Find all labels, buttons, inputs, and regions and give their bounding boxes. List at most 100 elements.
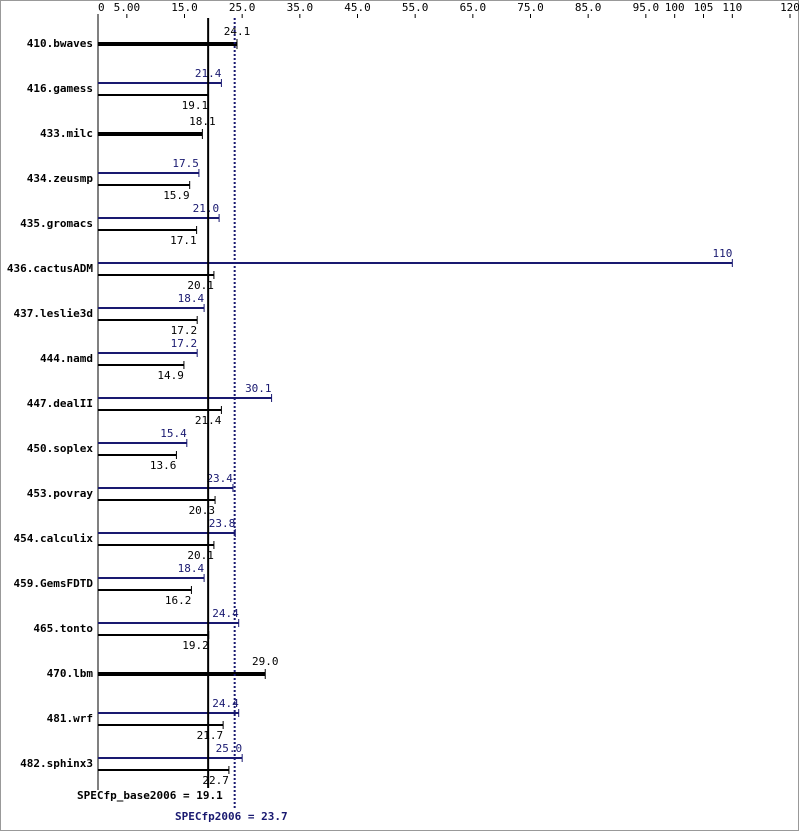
bar bbox=[98, 577, 205, 579]
value-label: 19.1 bbox=[182, 99, 209, 112]
bar bbox=[98, 757, 243, 759]
value-label: 25.0 bbox=[216, 742, 243, 755]
bar bbox=[98, 532, 236, 534]
base-summary-label: SPECfp_base2006 = bbox=[77, 789, 190, 802]
benchmark-name: 436.cactusADM bbox=[7, 262, 93, 275]
value-label: 18.4 bbox=[178, 292, 205, 305]
value-label: 13.6 bbox=[150, 459, 177, 472]
value-label: 24.4 bbox=[212, 697, 239, 710]
value-label: 30.1 bbox=[245, 382, 272, 395]
benchmark-name: 459.GemsFDTD bbox=[14, 577, 94, 590]
value-label: 16.2 bbox=[165, 594, 192, 607]
value-label: 21.7 bbox=[197, 729, 224, 742]
bar bbox=[98, 499, 216, 501]
bar bbox=[98, 217, 220, 219]
bar bbox=[98, 229, 197, 231]
bar bbox=[98, 274, 214, 276]
bar bbox=[98, 352, 198, 354]
base-summary: SPECfp_base2006 = 19.1 bbox=[77, 789, 223, 802]
bar bbox=[98, 262, 733, 264]
bar bbox=[98, 364, 184, 366]
benchmark-name: 470.lbm bbox=[47, 667, 94, 680]
base-summary-value: 19.1 bbox=[196, 789, 223, 802]
value-label: 18.1 bbox=[189, 115, 216, 128]
bar bbox=[98, 454, 177, 456]
bar bbox=[98, 589, 192, 591]
value-label: 15.4 bbox=[160, 427, 187, 440]
benchmark-name: 433.milc bbox=[40, 127, 93, 140]
x-tick-label: 45.0 bbox=[344, 1, 371, 14]
x-tick-label: 35.0 bbox=[287, 1, 314, 14]
value-label: 21.0 bbox=[193, 202, 220, 215]
value-label: 20.3 bbox=[189, 504, 216, 517]
x-tick-label: 25.0 bbox=[229, 1, 256, 14]
benchmark-name: 435.gromacs bbox=[20, 217, 93, 230]
value-label: 23.8 bbox=[209, 517, 236, 530]
bar bbox=[98, 42, 237, 46]
bar bbox=[98, 94, 209, 96]
value-label: 24.1 bbox=[224, 25, 251, 38]
value-label: 22.7 bbox=[202, 774, 229, 787]
bar bbox=[98, 769, 229, 771]
value-label: 20.1 bbox=[187, 279, 214, 292]
benchmark-name: 437.leslie3d bbox=[14, 307, 93, 320]
peak-summary: SPECfp2006 = 23.7 bbox=[175, 810, 288, 823]
value-label: 17.5 bbox=[172, 157, 199, 170]
value-label: 110 bbox=[712, 247, 732, 260]
x-tick-label: 85.0 bbox=[575, 1, 602, 14]
benchmark-name: 454.calculix bbox=[14, 532, 94, 545]
bar bbox=[98, 712, 239, 714]
value-label: 20.1 bbox=[187, 549, 214, 562]
bar bbox=[98, 724, 224, 726]
benchmark-name: 410.bwaves bbox=[27, 37, 93, 50]
bar bbox=[98, 172, 199, 174]
value-label: 17.1 bbox=[170, 234, 197, 247]
peak-summary-value: 23.7 bbox=[261, 810, 288, 823]
benchmark-name: 450.soplex bbox=[27, 442, 94, 455]
value-label: 18.4 bbox=[178, 562, 205, 575]
benchmark-name: 481.wrf bbox=[47, 712, 93, 725]
x-tick-label: 105 bbox=[694, 1, 714, 14]
value-label: 17.2 bbox=[171, 324, 198, 337]
value-label: 24.4 bbox=[212, 607, 239, 620]
benchmark-name: 465.tonto bbox=[33, 622, 93, 635]
bar bbox=[98, 82, 222, 84]
bar bbox=[98, 307, 205, 309]
x-tick-label: 75.0 bbox=[517, 1, 544, 14]
bar bbox=[98, 397, 272, 399]
bar bbox=[98, 622, 239, 624]
x-tick-label: 120 bbox=[780, 1, 799, 14]
benchmark-name: 447.dealII bbox=[27, 397, 93, 410]
bar bbox=[98, 409, 222, 411]
bar bbox=[98, 184, 190, 186]
value-label: 23.4 bbox=[206, 472, 233, 485]
x-tick-label: 55.0 bbox=[402, 1, 429, 14]
value-label: 17.2 bbox=[171, 337, 198, 350]
benchmark-name: 453.povray bbox=[27, 487, 94, 500]
value-label: 29.0 bbox=[252, 655, 279, 668]
bar bbox=[98, 319, 198, 321]
benchmark-name: 444.namd bbox=[40, 352, 93, 365]
bar bbox=[98, 544, 214, 546]
bar bbox=[98, 487, 233, 489]
value-label: 14.9 bbox=[157, 369, 184, 382]
benchmark-name: 416.gamess bbox=[27, 82, 93, 95]
x-tick-label: 100 bbox=[665, 1, 685, 14]
x-tick-label: 65.0 bbox=[460, 1, 487, 14]
value-label: 15.9 bbox=[163, 189, 190, 202]
bar bbox=[98, 634, 209, 636]
x-tick-label: 0 bbox=[98, 1, 105, 14]
x-tick-label: 110 bbox=[722, 1, 742, 14]
x-tick-label: 95.0 bbox=[633, 1, 660, 14]
benchmark-name: 482.sphinx3 bbox=[20, 757, 93, 770]
x-tick-label: 5.00 bbox=[114, 1, 141, 14]
benchmark-name: 434.zeusmp bbox=[27, 172, 94, 185]
x-tick-label: 15.0 bbox=[171, 1, 198, 14]
bar bbox=[98, 132, 203, 136]
bar bbox=[98, 672, 266, 676]
value-label: 19.2 bbox=[182, 639, 209, 652]
bar bbox=[98, 442, 187, 444]
